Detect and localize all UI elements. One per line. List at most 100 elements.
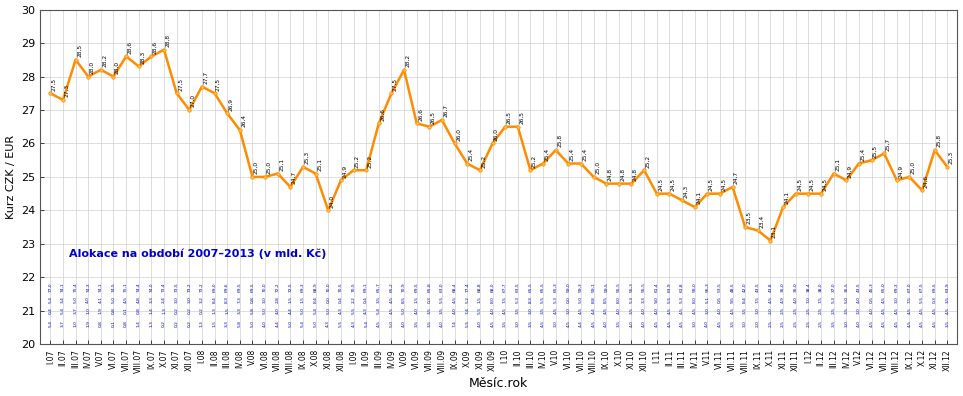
- Text: 5,4: 5,4: [314, 307, 318, 314]
- Text: 4,4: 4,4: [275, 320, 279, 327]
- Text: 8,3: 8,3: [529, 296, 533, 303]
- Text: 28,6: 28,6: [153, 41, 158, 54]
- Text: 5,5: 5,5: [440, 295, 444, 303]
- Text: 28,2: 28,2: [405, 54, 410, 67]
- Text: 2,5: 2,5: [794, 320, 797, 327]
- Text: 25,0: 25,0: [595, 161, 600, 174]
- Text: 24,9: 24,9: [898, 164, 903, 177]
- Text: 8,4: 8,4: [213, 296, 217, 303]
- Text: 68,9: 68,9: [314, 282, 318, 291]
- Text: 1,9: 1,9: [87, 320, 91, 327]
- Text: 8,5: 8,5: [403, 295, 406, 303]
- Text: 1,9: 1,9: [99, 307, 103, 314]
- Text: 59,3: 59,3: [579, 282, 583, 291]
- Text: 65,5: 65,5: [529, 282, 533, 292]
- Text: 73,2: 73,2: [200, 282, 204, 291]
- Text: 63,9: 63,9: [946, 282, 950, 291]
- Text: 24,9: 24,9: [342, 164, 348, 177]
- Text: 3,5: 3,5: [516, 307, 520, 314]
- Text: 4,5: 4,5: [667, 320, 671, 327]
- Text: 4,5: 4,5: [946, 307, 950, 314]
- Text: 1,5: 1,5: [288, 295, 293, 303]
- Text: 4,0: 4,0: [617, 307, 621, 314]
- Text: 3,5: 3,5: [617, 320, 621, 327]
- Text: 3,0: 3,0: [263, 296, 267, 303]
- Text: 3,0: 3,0: [187, 296, 192, 303]
- Text: 4,0: 4,0: [705, 320, 710, 327]
- Text: 3,3: 3,3: [642, 296, 646, 303]
- Text: 3,0: 3,0: [529, 307, 533, 314]
- Text: 3,0: 3,0: [692, 320, 696, 327]
- Text: 67,5: 67,5: [920, 282, 924, 291]
- Text: 4,0: 4,0: [275, 307, 279, 314]
- Text: 69,3: 69,3: [895, 282, 898, 291]
- Text: 3,3: 3,3: [225, 320, 229, 327]
- Text: 4,0: 4,0: [263, 320, 267, 327]
- Text: 70,0: 70,0: [263, 282, 267, 291]
- Text: 74,3: 74,3: [87, 282, 91, 291]
- Text: 75,4: 75,4: [73, 282, 78, 291]
- Text: 4,5: 4,5: [377, 320, 380, 327]
- Text: 8,0: 8,0: [490, 296, 495, 303]
- Text: 4,5: 4,5: [870, 320, 873, 327]
- Text: 0,2: 0,2: [162, 320, 166, 327]
- Text: 24,5: 24,5: [709, 178, 714, 191]
- Text: 4,0: 4,0: [718, 307, 722, 314]
- Text: 70,0: 70,0: [326, 282, 330, 291]
- Text: 55,5: 55,5: [642, 282, 646, 292]
- Text: 24,9: 24,9: [847, 164, 852, 177]
- Text: 69,3: 69,3: [301, 282, 305, 291]
- Text: 24,7: 24,7: [734, 171, 739, 184]
- Text: 74,4: 74,4: [137, 282, 141, 291]
- Text: 23,1: 23,1: [771, 225, 777, 238]
- Text: 4,3: 4,3: [339, 307, 343, 314]
- Text: 1,0: 1,0: [73, 320, 78, 327]
- Text: 72,5: 72,5: [288, 282, 293, 291]
- Text: 4,5: 4,5: [579, 307, 583, 314]
- Text: 0,3: 0,3: [933, 296, 937, 303]
- Text: 4,5: 4,5: [554, 307, 558, 314]
- Text: 4,3: 4,3: [364, 307, 368, 314]
- Text: 24,1: 24,1: [784, 191, 790, 204]
- Text: 65,2: 65,2: [389, 282, 394, 291]
- Text: 3,5: 3,5: [832, 320, 836, 327]
- Text: 1,5: 1,5: [478, 295, 482, 303]
- Text: 3,5: 3,5: [731, 320, 735, 327]
- Text: 0,1: 0,1: [124, 307, 128, 314]
- Text: 4,5: 4,5: [566, 320, 570, 327]
- Text: 3,5: 3,5: [630, 307, 634, 314]
- Text: 28,3: 28,3: [140, 51, 145, 64]
- Text: 26,5: 26,5: [430, 111, 435, 124]
- Text: 1,3: 1,3: [200, 320, 204, 327]
- Text: 3,3: 3,3: [149, 296, 153, 303]
- Text: 5,0: 5,0: [112, 295, 116, 303]
- Text: 0,1: 0,1: [112, 320, 116, 327]
- Text: 27,0: 27,0: [191, 94, 195, 107]
- Text: 0,0: 0,0: [326, 296, 330, 303]
- Text: 69,0: 69,0: [213, 282, 217, 291]
- Text: 0,2: 0,2: [174, 320, 179, 327]
- Text: 5,0: 5,0: [73, 295, 78, 303]
- Text: 3,5: 3,5: [377, 295, 380, 303]
- Text: 68,8: 68,8: [478, 282, 482, 291]
- Text: 5,5: 5,5: [339, 320, 343, 327]
- Text: 65,0: 65,0: [882, 282, 886, 291]
- Text: 9,5: 9,5: [731, 295, 735, 303]
- Text: 7,4: 7,4: [453, 320, 456, 327]
- Text: 3,0: 3,0: [845, 320, 848, 327]
- Text: 1,5: 1,5: [415, 295, 419, 303]
- Text: 27,5: 27,5: [216, 78, 221, 91]
- Text: 2,5: 2,5: [768, 320, 772, 327]
- Text: 1,3: 1,3: [213, 307, 217, 314]
- Text: 63,0: 63,0: [440, 282, 444, 291]
- Text: 3,3: 3,3: [238, 307, 242, 314]
- Text: 2,5: 2,5: [819, 320, 823, 327]
- Text: 25,2: 25,2: [354, 154, 360, 168]
- Text: 69,5: 69,5: [933, 282, 937, 291]
- Text: 24,5: 24,5: [721, 178, 726, 191]
- Text: 27,5: 27,5: [178, 78, 183, 91]
- Text: 2,0: 2,0: [756, 320, 760, 327]
- Text: 25,0: 25,0: [253, 161, 259, 174]
- Text: 43,8: 43,8: [768, 282, 772, 291]
- Text: 24,6: 24,6: [924, 175, 928, 188]
